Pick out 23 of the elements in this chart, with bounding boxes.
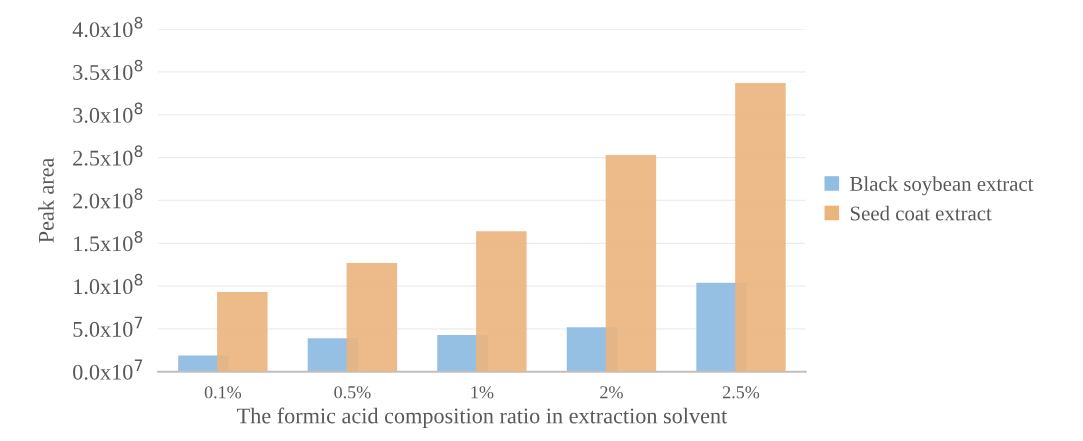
y-tick-label: 2.0x10$^{8}$ bbox=[73, 188, 143, 209]
y-tick-label: 1.0x10$^{8}$ bbox=[74, 273, 143, 295]
bar bbox=[605, 155, 657, 372]
y-axis-title: Peak area bbox=[38, 157, 54, 243]
y-tick-label: 1.5x10$^{8}$ bbox=[74, 231, 143, 252]
y-tick-label: 2.5x10$^{8}$ bbox=[73, 145, 143, 166]
bar bbox=[735, 83, 786, 372]
y-tick-label: 3.5x10$^{8}$ bbox=[73, 59, 143, 81]
x-tick-label: 1% bbox=[471, 386, 494, 399]
x-tick-label: 2% bbox=[600, 386, 623, 399]
y-tick-label: 4.0x10$^{8}$ bbox=[72, 16, 143, 38]
y-tick-label: 5.0x10$^{7}$ bbox=[73, 316, 143, 337]
x-axis-title: The formic acid composition ratio in extraction solvent bbox=[237, 407, 728, 428]
y-tick-label: 0.0x10$^{7}$ bbox=[73, 359, 143, 380]
x-tick-label: 2.5% bbox=[722, 386, 760, 399]
bar bbox=[476, 231, 527, 372]
x-tick-label: 0.5% bbox=[334, 386, 371, 399]
x-tick-label: 0.1% bbox=[204, 386, 242, 399]
legend-label: Black soybean extract bbox=[850, 176, 1034, 196]
legend-label: Seed coat extract bbox=[850, 205, 992, 221]
bar bbox=[217, 292, 268, 372]
bar bbox=[346, 262, 398, 372]
y-tick-label: 3.0x10$^{8}$ bbox=[73, 102, 143, 123]
